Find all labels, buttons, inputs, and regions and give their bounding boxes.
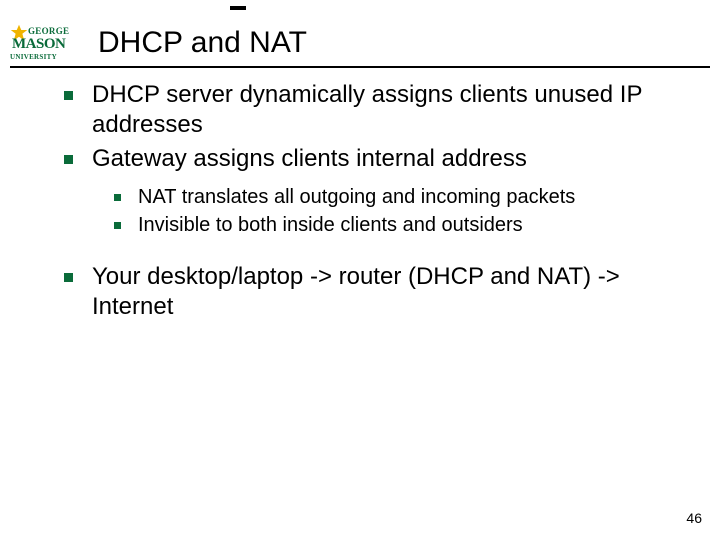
title-underline: [10, 66, 710, 68]
bullet-text: Gateway assigns clients internal address: [92, 145, 527, 172]
bullet-text: Your desktop/laptop -> router (DHCP and …: [92, 263, 620, 320]
university-logo: GEORGE MASON UNIVERSITY: [10, 24, 88, 64]
bullet-item: Gateway assigns clients internal address…: [60, 144, 690, 238]
bullet-text: NAT translates all outgoing and incoming…: [138, 186, 575, 208]
bullet-item: NAT translates all outgoing and incoming…: [112, 184, 690, 210]
logo-text-university: UNIVERSITY: [10, 53, 57, 61]
slide: GEORGE MASON UNIVERSITY DHCP and NAT DHC…: [0, 0, 720, 540]
page-number: 46: [686, 510, 702, 526]
bullet-list-level1: Your desktop/laptop -> router (DHCP and …: [60, 262, 690, 322]
bullet-item: Invisible to both inside clients and out…: [112, 212, 690, 238]
spacer: [60, 248, 690, 262]
slide-title: DHCP and NAT: [98, 26, 307, 60]
logo-text-mason: MASON: [12, 36, 65, 53]
bullet-list-level2: NAT translates all outgoing and incoming…: [112, 184, 690, 238]
slide-body: DHCP server dynamically assigns clients …: [60, 80, 690, 326]
logo-text-george: GEORGE: [28, 26, 69, 36]
bullet-text: Invisible to both inside clients and out…: [138, 214, 523, 236]
bullet-item: Your desktop/laptop -> router (DHCP and …: [60, 262, 690, 322]
bullet-item: DHCP server dynamically assigns clients …: [60, 80, 690, 140]
top-dash: [230, 6, 246, 10]
bullet-list-level1: DHCP server dynamically assigns clients …: [60, 80, 690, 238]
bullet-text: DHCP server dynamically assigns clients …: [92, 81, 642, 138]
